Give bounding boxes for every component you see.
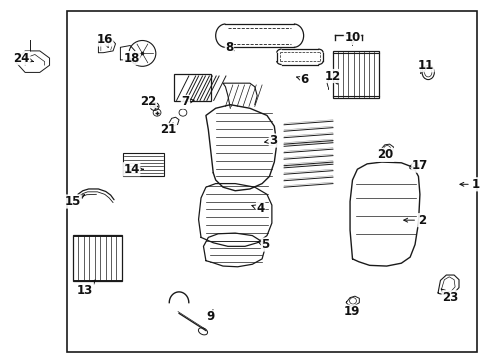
Text: 21: 21 (160, 123, 176, 136)
Bar (73, 234, 122, 281)
Text: 17: 17 (411, 159, 428, 172)
Bar (67, 12, 477, 352)
Text: 8: 8 (225, 41, 234, 54)
Bar (123, 153, 164, 176)
Text: 19: 19 (343, 305, 360, 318)
Text: 24: 24 (14, 51, 33, 64)
Text: 11: 11 (417, 59, 434, 73)
Bar (174, 74, 211, 101)
Text: 4: 4 (252, 202, 265, 215)
Text: 14: 14 (123, 163, 143, 176)
Text: 15: 15 (65, 195, 84, 208)
Bar (333, 51, 379, 98)
Text: 3: 3 (265, 134, 277, 147)
Text: 23: 23 (441, 289, 458, 304)
Text: 18: 18 (123, 51, 140, 65)
Text: 5: 5 (258, 238, 270, 251)
Text: 6: 6 (297, 73, 309, 86)
Text: 10: 10 (344, 31, 361, 45)
Text: 12: 12 (325, 69, 341, 84)
Text: 20: 20 (378, 148, 394, 161)
Text: 16: 16 (97, 33, 113, 48)
Text: 13: 13 (77, 280, 95, 297)
Text: 22: 22 (140, 95, 156, 108)
Text: 7: 7 (181, 95, 194, 108)
Text: 9: 9 (207, 310, 215, 324)
Text: 2: 2 (404, 214, 426, 227)
Text: 1: 1 (460, 178, 480, 191)
Ellipse shape (422, 65, 434, 80)
